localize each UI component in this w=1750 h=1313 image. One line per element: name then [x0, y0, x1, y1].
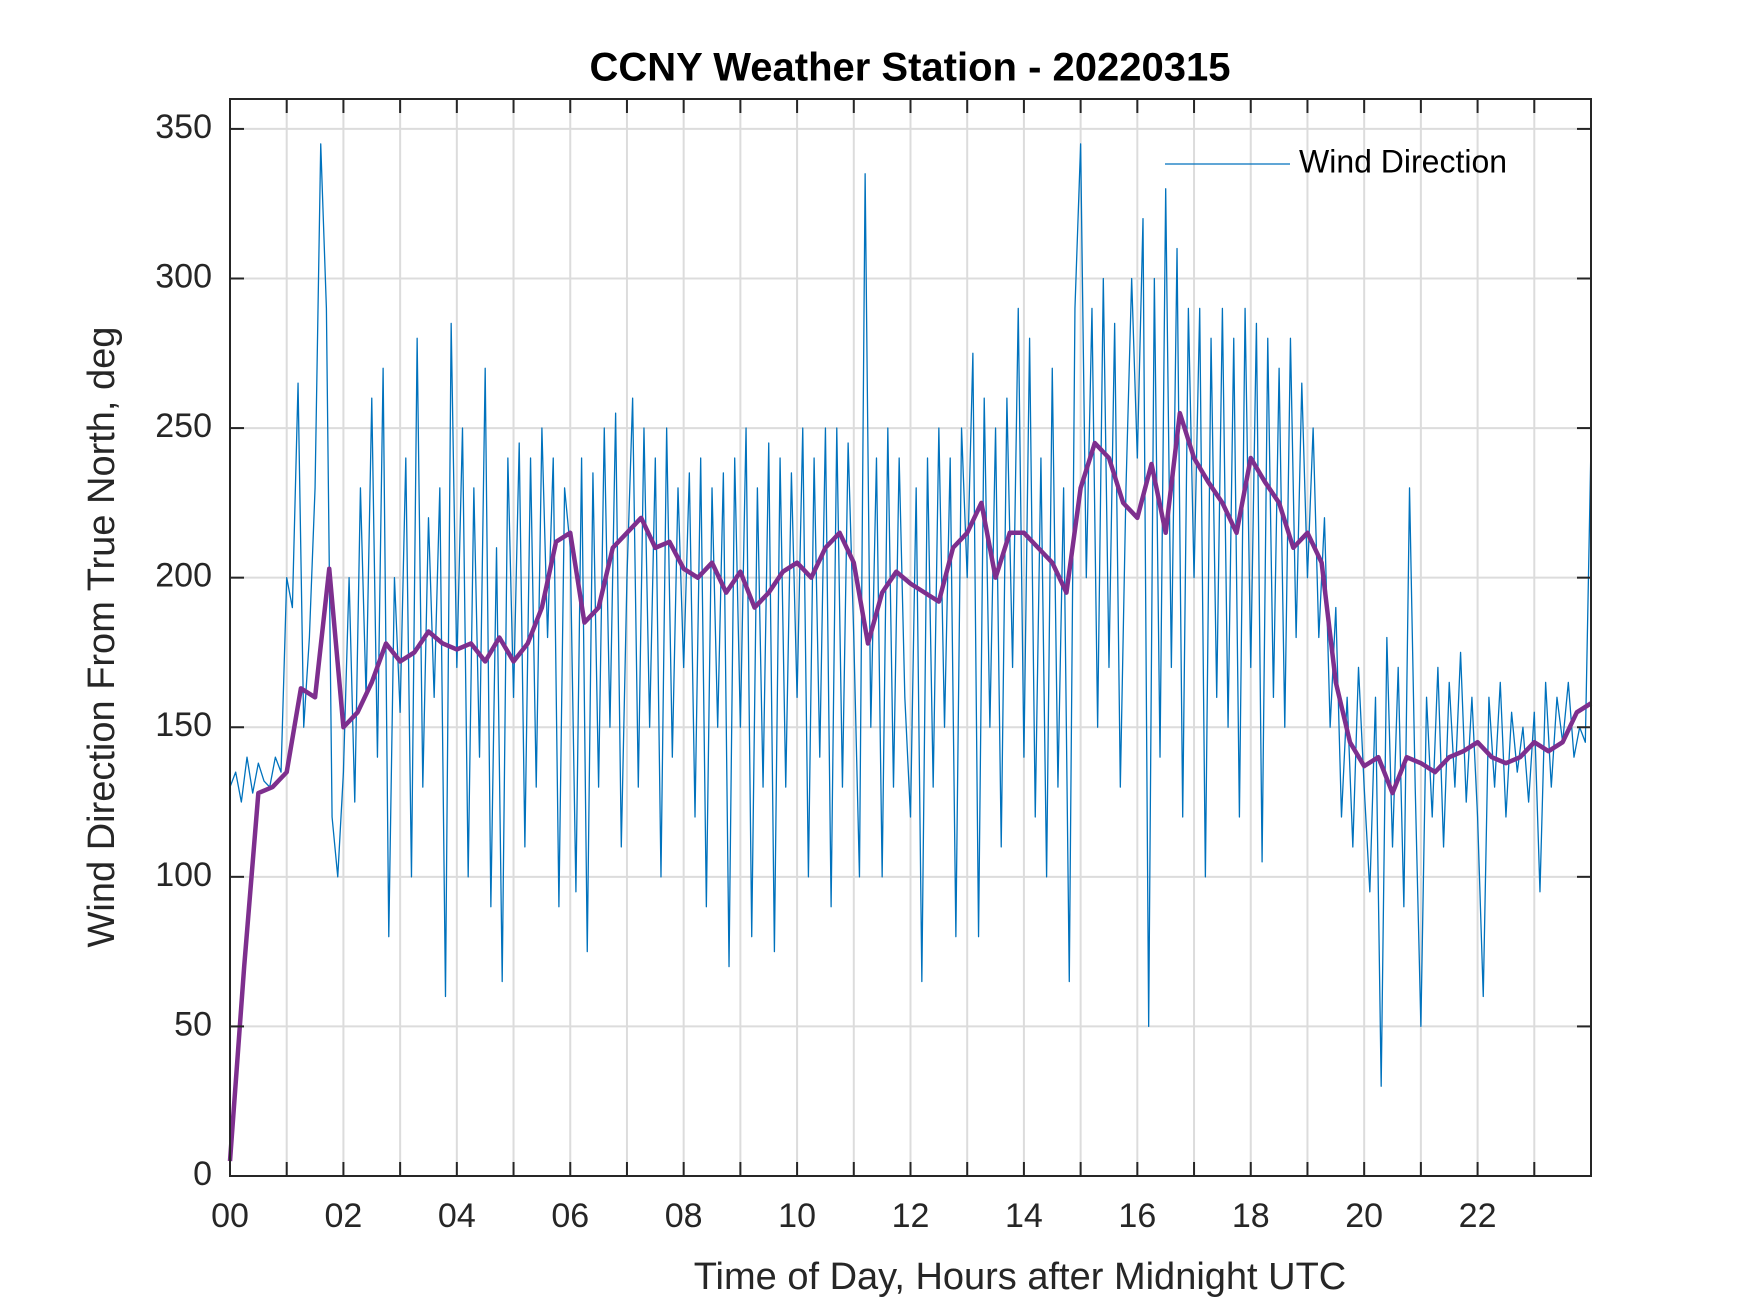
y-tick-label: 50	[174, 1005, 212, 1043]
x-tick-label: 10	[778, 1197, 816, 1235]
y-tick-label: 350	[155, 108, 212, 146]
y-tick-label: 200	[155, 557, 212, 595]
y-tick-label: 100	[155, 856, 212, 894]
axes-box	[229, 98, 1592, 1177]
x-tick-label: 22	[1459, 1197, 1497, 1235]
x-tick-label: 12	[892, 1197, 930, 1235]
axes: 00 02 04 06 08 10 12 14 16 18 20 22 0 50 100 150 200 250 3…	[155, 98, 1592, 1235]
x-tick-label: 00	[211, 1197, 249, 1235]
data-line	[227, 410, 1593, 1162]
chart-title: CCNY Weather Station - 20220315	[590, 46, 1231, 90]
plot-area	[227, 143, 1593, 1162]
data-line	[229, 143, 1592, 1087]
y-tick-label: 300	[155, 257, 212, 295]
y-tick-label: 150	[155, 706, 212, 744]
y-axis-label: Wind Direction From True North, deg	[81, 327, 123, 948]
x-tick-label: 04	[438, 1197, 476, 1235]
x-tick-label: 08	[665, 1197, 703, 1235]
x-tick-label: 20	[1345, 1197, 1383, 1235]
x-tick-label: 02	[325, 1197, 363, 1235]
x-tick-label: 18	[1232, 1197, 1270, 1235]
x-tick-label: 14	[1005, 1197, 1043, 1235]
x-tick-label: 06	[551, 1197, 589, 1235]
y-tick-label: 0	[193, 1155, 212, 1193]
x-tick-label: 16	[1118, 1197, 1156, 1235]
legend-label: Wind Direction	[1299, 143, 1507, 179]
y-tick-label: 250	[155, 407, 212, 445]
x-axis-label: Time of Day, Hours after Midnight UTC	[694, 1256, 1347, 1298]
